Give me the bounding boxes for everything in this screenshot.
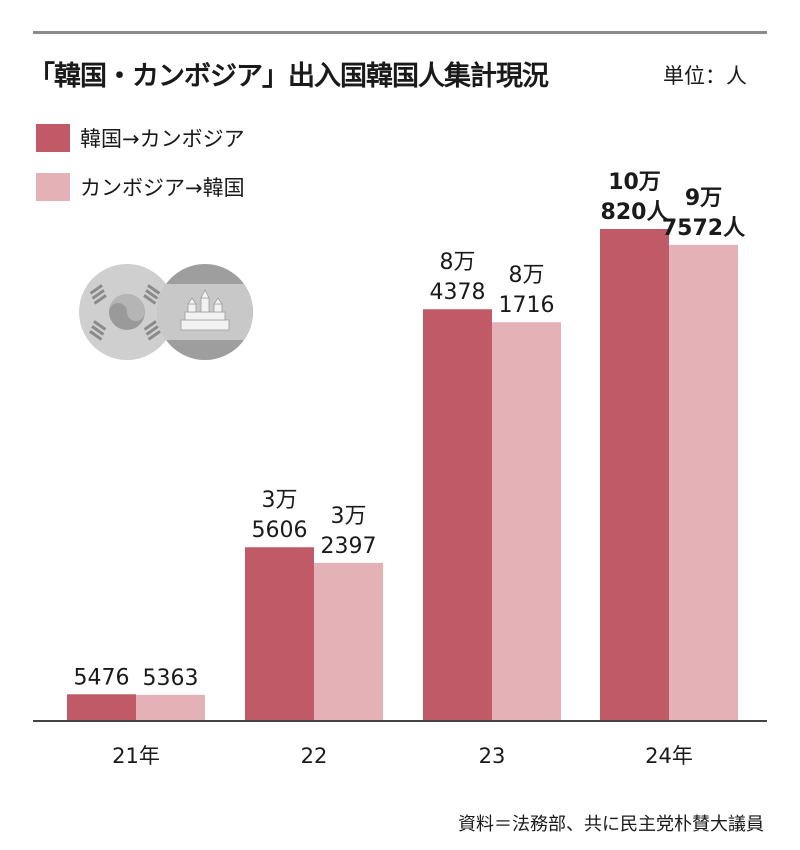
value-label-outbound-3-0: 10万 — [608, 170, 661, 195]
legend-item-outbound: 韓国→カンボジア — [36, 123, 245, 153]
flags-illustration — [79, 264, 253, 360]
unit-label: 単位：人 — [663, 64, 747, 88]
legend-item-inbound: カンボジア→韓国 — [36, 172, 245, 202]
top-rule — [33, 31, 767, 34]
bar-outbound-3 — [600, 229, 669, 721]
source-note: 資料＝法務部、共に民主党朴賛大議員 — [458, 814, 764, 835]
legend-label-outbound: 韓国→カンボジア — [80, 127, 245, 151]
legend-label-inbound: カンボジア→韓国 — [80, 176, 245, 200]
chart-title: 「韓国・カンボジア」出入国韓国人集計現況 — [28, 61, 549, 92]
value-label-inbound-2-0: 8万 — [509, 263, 545, 288]
x-tick-label-1: 22 — [301, 744, 328, 768]
cambodia-flag-icon — [157, 264, 253, 360]
bar-outbound-1 — [245, 547, 314, 721]
value-label-inbound-1-1: 2397 — [321, 534, 377, 559]
value-label-outbound-1-0: 3万 — [262, 488, 298, 513]
value-label-outbound-2-1: 4378 — [430, 280, 486, 305]
value-label-inbound-2-1: 1716 — [499, 293, 555, 318]
value-labels-group: 5476 5363 3万 5606 3万 2397 8万 4378 8万 1716 10万 820人 9… — [74, 170, 746, 691]
bar-inbound-1 — [314, 562, 383, 721]
value-label-inbound-1-0: 3万 — [331, 504, 367, 529]
value-label-outbound-3-1: 820人 — [601, 200, 669, 225]
bar-outbound-0 — [67, 694, 136, 721]
value-label-outbound-2-0: 8万 — [440, 250, 476, 275]
bar-inbound-0 — [136, 694, 205, 721]
legend-swatch-inbound — [36, 173, 70, 201]
value-label-inbound-0-0: 5363 — [143, 666, 199, 691]
legend-swatch-outbound — [36, 124, 70, 152]
korea-flag-icon — [79, 264, 175, 360]
x-tick-label-0: 21年 — [112, 744, 160, 768]
value-label-outbound-1-1: 5606 — [252, 518, 308, 543]
value-label-inbound-3-1: 7572人 — [662, 216, 745, 241]
bar-inbound-3 — [669, 244, 738, 721]
bar-chart: 5476 5363 3万 5606 3万 2397 8万 4378 8万 1716 10万 820人 9… — [33, 170, 767, 768]
bars-group — [67, 229, 738, 721]
bar-inbound-2 — [492, 322, 561, 721]
value-label-inbound-3-0: 9万 — [685, 186, 722, 211]
value-label-outbound-0-0: 5476 — [74, 665, 130, 690]
x-tick-label-3: 24年 — [645, 744, 693, 768]
x-tick-label-2: 23 — [479, 744, 506, 768]
bar-outbound-2 — [423, 309, 492, 721]
x-tick-labels-group: 21年 22 23 24年 — [112, 744, 693, 768]
